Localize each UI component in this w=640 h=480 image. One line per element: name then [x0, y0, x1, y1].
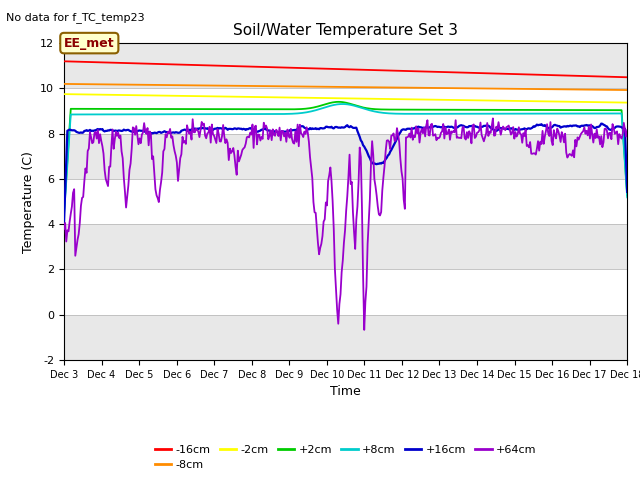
Text: No data for f_TC_temp23: No data for f_TC_temp23: [6, 12, 145, 23]
Title: Soil/Water Temperature Set 3: Soil/Water Temperature Set 3: [233, 23, 458, 38]
Legend: -16cm, -8cm, -2cm, +2cm, +8cm, +16cm, +64cm: -16cm, -8cm, -2cm, +2cm, +8cm, +16cm, +6…: [150, 440, 541, 475]
Y-axis label: Temperature (C): Temperature (C): [22, 151, 35, 252]
Bar: [64, 88, 627, 134]
Text: EE_met: EE_met: [64, 36, 115, 49]
Bar: [64, 269, 627, 315]
Bar: [64, 179, 627, 224]
X-axis label: Time: Time: [330, 385, 361, 398]
